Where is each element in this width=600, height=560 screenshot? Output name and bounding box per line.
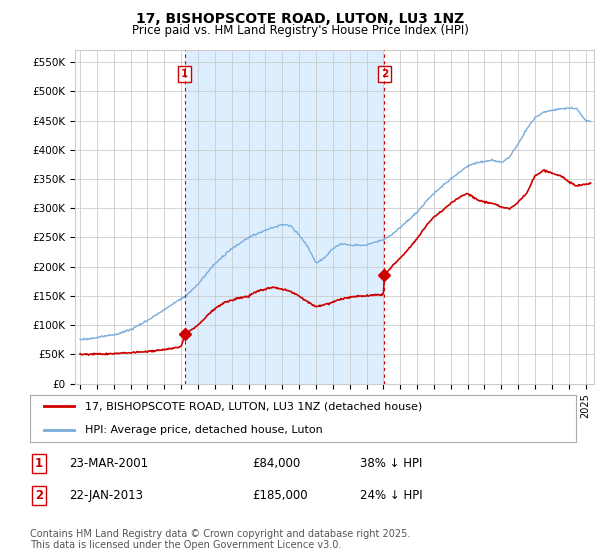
Text: 23-MAR-2001: 23-MAR-2001 [69, 457, 148, 470]
Text: 2: 2 [35, 489, 43, 502]
Text: £185,000: £185,000 [252, 489, 308, 502]
Text: 2: 2 [381, 69, 388, 79]
Text: 17, BISHOPSCOTE ROAD, LUTON, LU3 1NZ (detached house): 17, BISHOPSCOTE ROAD, LUTON, LU3 1NZ (de… [85, 401, 422, 411]
Text: Price paid vs. HM Land Registry's House Price Index (HPI): Price paid vs. HM Land Registry's House … [131, 24, 469, 37]
Text: £84,000: £84,000 [252, 457, 300, 470]
Text: 1: 1 [35, 457, 43, 470]
Text: Contains HM Land Registry data © Crown copyright and database right 2025.
This d: Contains HM Land Registry data © Crown c… [30, 529, 410, 550]
Text: 38% ↓ HPI: 38% ↓ HPI [360, 457, 422, 470]
Text: 1: 1 [181, 69, 188, 79]
Text: 22-JAN-2013: 22-JAN-2013 [69, 489, 143, 502]
Bar [185, 50, 385, 384]
Text: 17, BISHOPSCOTE ROAD, LUTON, LU3 1NZ: 17, BISHOPSCOTE ROAD, LUTON, LU3 1NZ [136, 12, 464, 26]
Text: HPI: Average price, detached house, Luton: HPI: Average price, detached house, Luto… [85, 424, 322, 435]
Text: 24% ↓ HPI: 24% ↓ HPI [360, 489, 422, 502]
